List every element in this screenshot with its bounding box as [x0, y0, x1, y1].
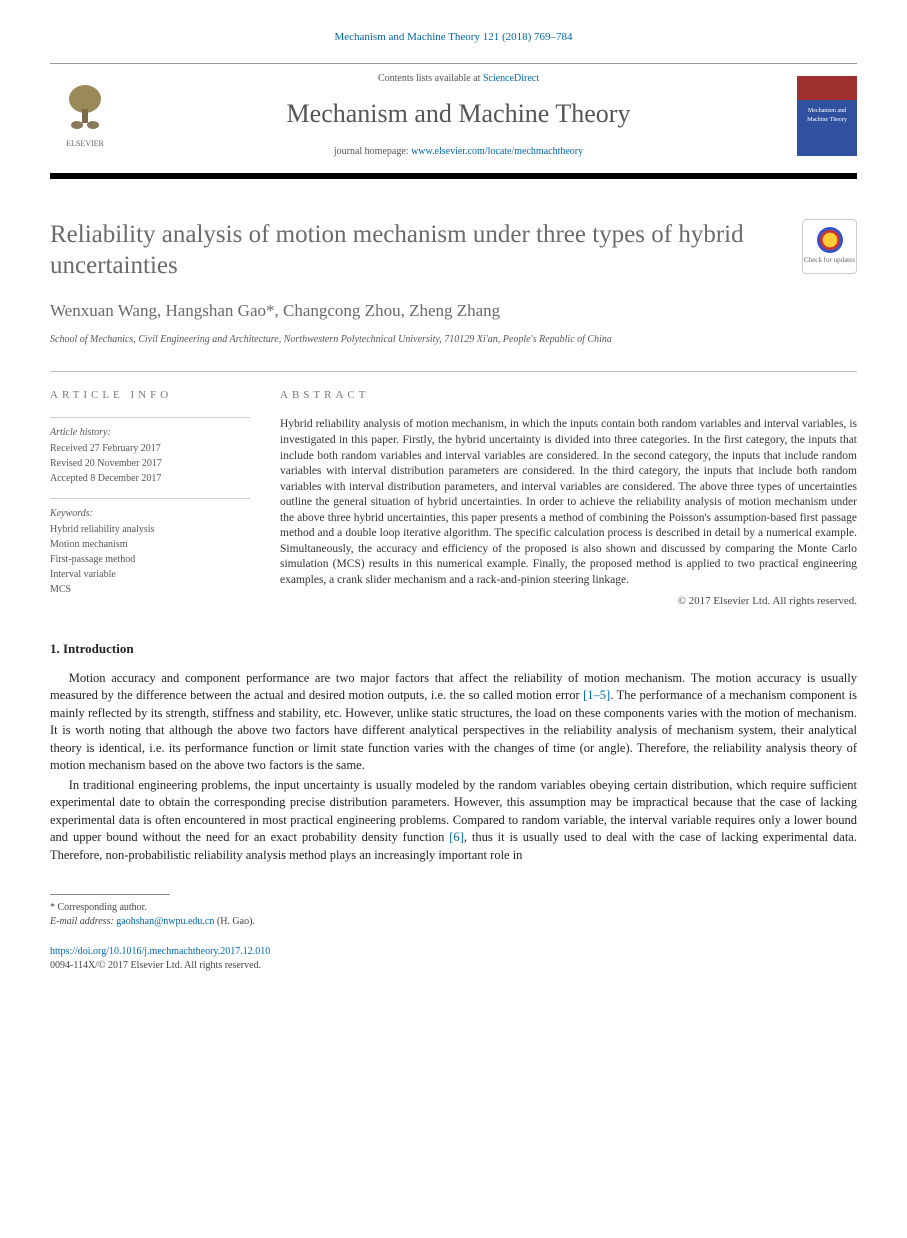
- email-suffix: (H. Gao).: [214, 916, 255, 927]
- homepage-prefix: journal homepage:: [334, 146, 411, 157]
- citation-link[interactable]: [6]: [449, 830, 464, 844]
- affiliation: School of Mechanics, Civil Engineering a…: [50, 333, 857, 347]
- updates-label: Check for updates: [804, 256, 855, 266]
- doi-block: https://doi.org/10.1016/j.mechmachtheory…: [50, 945, 857, 973]
- crossmark-icon: [817, 227, 843, 253]
- journal-header: ELSEVIER Contents lists available at Sci…: [50, 63, 857, 166]
- keyword: Hybrid reliability analysis: [50, 523, 250, 537]
- contents-prefix: Contents lists available at: [378, 73, 483, 84]
- journal-name: Mechanism and Machine Theory: [120, 96, 797, 132]
- contents-available-line: Contents lists available at ScienceDirec…: [120, 72, 797, 86]
- article-history-block: Article history: Received 27 February 20…: [50, 417, 250, 486]
- abstract-column: ABSTRACT Hybrid reliability analysis of …: [280, 388, 857, 609]
- article-info-column: ARTICLE INFO Article history: Received 2…: [50, 388, 250, 609]
- received-line: Received 27 February 2017: [50, 442, 250, 456]
- journal-reference: Mechanism and Machine Theory 121 (2018) …: [50, 30, 857, 45]
- email-link[interactable]: gaohshan@nwpu.edu.cn: [116, 916, 214, 927]
- article-title: Reliability analysis of motion mechanism…: [50, 219, 782, 282]
- keywords-label: Keywords:: [50, 507, 250, 521]
- homepage-line: journal homepage: www.elsevier.com/locat…: [120, 145, 797, 159]
- elsevier-label: ELSEVIER: [66, 138, 104, 149]
- intro-paragraph-2: In traditional engineering problems, the…: [50, 777, 857, 865]
- title-row: Reliability analysis of motion mechanism…: [50, 219, 857, 282]
- intro-paragraph-1: Motion accuracy and component performanc…: [50, 670, 857, 775]
- keywords-block: Keywords: Hybrid reliability analysis Mo…: [50, 498, 250, 597]
- homepage-link[interactable]: www.elsevier.com/locate/mechmachtheory: [411, 146, 583, 157]
- history-label: Article history:: [50, 426, 250, 440]
- email-label: E-mail address:: [50, 916, 116, 927]
- header-rule: [50, 173, 857, 179]
- check-updates-badge[interactable]: Check for updates: [802, 219, 857, 274]
- keyword: MCS: [50, 583, 250, 597]
- keyword: Motion mechanism: [50, 538, 250, 552]
- footnote-rule: [50, 894, 170, 895]
- article-info-heading: ARTICLE INFO: [50, 388, 250, 403]
- doi-link[interactable]: https://doi.org/10.1016/j.mechmachtheory…: [50, 946, 270, 957]
- abstract-text: Hybrid reliability analysis of motion me…: [280, 417, 857, 588]
- journal-cover-thumbnail: Mechanism and Machine Theory: [797, 76, 857, 156]
- revised-line: Revised 20 November 2017: [50, 457, 250, 471]
- issn-copyright-line: 0094-114X/© 2017 Elsevier Ltd. All right…: [50, 959, 857, 973]
- citation-link[interactable]: [1–5]: [583, 688, 610, 702]
- header-center: Contents lists available at ScienceDirec…: [120, 72, 797, 158]
- corresponding-author-note: * Corresponding author.: [50, 901, 857, 915]
- elsevier-tree-icon: [62, 81, 108, 138]
- sciencedirect-link[interactable]: ScienceDirect: [483, 73, 539, 84]
- authors-line: Wenxuan Wang, Hangshan Gao*, Changcong Z…: [50, 299, 857, 323]
- section-heading-intro: 1. Introduction: [50, 640, 857, 658]
- elsevier-logo: ELSEVIER: [50, 76, 120, 156]
- abstract-copyright: © 2017 Elsevier Ltd. All rights reserved…: [280, 594, 857, 609]
- keyword: First-passage method: [50, 553, 250, 567]
- cover-text: Mechanism and Machine Theory: [799, 107, 855, 124]
- email-footnote: E-mail address: gaohshan@nwpu.edu.cn (H.…: [50, 915, 857, 929]
- article-meta-row: ARTICLE INFO Article history: Received 2…: [50, 371, 857, 609]
- keyword: Interval variable: [50, 568, 250, 582]
- abstract-heading: ABSTRACT: [280, 388, 857, 403]
- accepted-line: Accepted 8 December 2017: [50, 472, 250, 486]
